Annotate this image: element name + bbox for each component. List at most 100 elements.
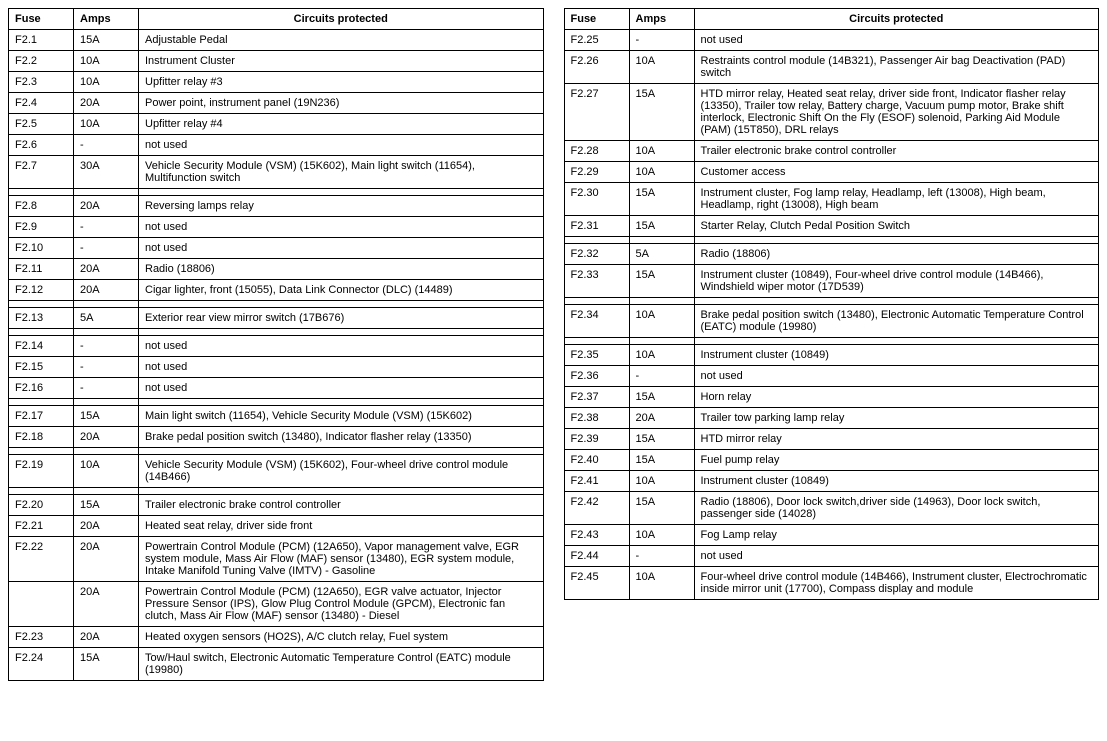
cell-fuse: F2.6: [9, 135, 74, 156]
cell-circuits: HTD mirror relay: [694, 429, 1099, 450]
cell-fuse: F2.25: [564, 30, 629, 51]
spacer-row: [9, 189, 544, 196]
cell-circuits: Customer access: [694, 162, 1099, 183]
cell-circuits: Cigar lighter, front (15055), Data Link …: [139, 280, 544, 301]
table-row: F2.1715AMain light switch (11654), Vehic…: [9, 406, 544, 427]
table-row: F2.1910AVehicle Security Module (VSM) (1…: [9, 455, 544, 488]
cell-fuse: F2.40: [564, 450, 629, 471]
table-row: F2.210AInstrument Cluster: [9, 51, 544, 72]
table-row: F2.325ARadio (18806): [564, 244, 1099, 265]
spacer-row: [564, 298, 1099, 305]
cell-amps: 15A: [74, 495, 139, 516]
table-row: F2.2120AHeated seat relay, driver side f…: [9, 516, 544, 537]
cell-fuse: F2.23: [9, 627, 74, 648]
cell-amps: 10A: [629, 305, 694, 338]
cell-amps: -: [629, 546, 694, 567]
cell-amps: 15A: [629, 450, 694, 471]
cell-amps: 10A: [629, 51, 694, 84]
table-row: F2.2910ACustomer access: [564, 162, 1099, 183]
cell-amps: 15A: [74, 648, 139, 681]
table-row: F2.3015AInstrument cluster, Fog lamp rel…: [564, 183, 1099, 216]
cell-circuits: not used: [139, 336, 544, 357]
cell-circuits: Heated oxygen sensors (HO2S), A/C clutch…: [139, 627, 544, 648]
cell-amps: -: [74, 217, 139, 238]
cell-circuits: not used: [694, 30, 1099, 51]
cell-fuse: F2.36: [564, 366, 629, 387]
cell-fuse: F2.27: [564, 84, 629, 141]
cell-fuse: F2.21: [9, 516, 74, 537]
cell-fuse: F2.24: [9, 648, 74, 681]
cell-amps: 10A: [74, 455, 139, 488]
table-row: F2.36-not used: [564, 366, 1099, 387]
cell-circuits: Upfitter relay #4: [139, 114, 544, 135]
cell-circuits: Adjustable Pedal: [139, 30, 544, 51]
cell-fuse: F2.43: [564, 525, 629, 546]
cell-amps: -: [629, 366, 694, 387]
cell-amps: 5A: [74, 308, 139, 329]
header-circuits: Circuits protected: [139, 9, 544, 30]
left-column: Fuse Amps Circuits protected F2.115AAdju…: [8, 8, 544, 681]
cell-fuse: F2.33: [564, 265, 629, 298]
cell-fuse: F2.9: [9, 217, 74, 238]
cell-circuits: not used: [139, 217, 544, 238]
cell-amps: 10A: [74, 51, 139, 72]
spacer-row: [9, 329, 544, 336]
table-row: F2.1820ABrake pedal position switch (134…: [9, 427, 544, 448]
cell-fuse: F2.26: [564, 51, 629, 84]
cell-fuse: F2.14: [9, 336, 74, 357]
cell-amps: 10A: [629, 162, 694, 183]
cell-circuits: Fog Lamp relay: [694, 525, 1099, 546]
cell-amps: -: [629, 30, 694, 51]
cell-circuits: Powertrain Control Module (PCM) (12A650)…: [139, 537, 544, 582]
cell-fuse: F2.16: [9, 378, 74, 399]
cell-amps: 10A: [74, 72, 139, 93]
cell-circuits: Main light switch (11654), Vehicle Secur…: [139, 406, 544, 427]
cell-amps: 10A: [629, 567, 694, 600]
cell-amps: 15A: [74, 406, 139, 427]
table-row: F2.510AUpfitter relay #4: [9, 114, 544, 135]
cell-circuits: Brake pedal position switch (13480), Ele…: [694, 305, 1099, 338]
spacer-row: [564, 338, 1099, 345]
cell-amps: 20A: [74, 196, 139, 217]
table-row: F2.6-not used: [9, 135, 544, 156]
cell-fuse: F2.19: [9, 455, 74, 488]
cell-circuits: Power point, instrument panel (19N236): [139, 93, 544, 114]
two-column-layout: Fuse Amps Circuits protected F2.1 15A Adju…: [8, 8, 1099, 681]
cell-amps: 20A: [74, 280, 139, 301]
table-row: F2.25-not used: [564, 30, 1099, 51]
table-row: F2.2220APowertrain Control Module (PCM) …: [9, 537, 544, 582]
cell-fuse: F2.18: [9, 427, 74, 448]
spacer-row: [564, 237, 1099, 244]
cell-fuse: F2.35: [564, 345, 629, 366]
cell-amps: 5A: [629, 244, 694, 265]
cell-fuse: F2.28: [564, 141, 629, 162]
cell-fuse: F2.4: [9, 93, 74, 114]
table-row: F2.44-not used: [564, 546, 1099, 567]
cell-amps: 10A: [74, 114, 139, 135]
cell-circuits: Upfitter relay #3: [139, 72, 544, 93]
header-amps: Amps: [74, 9, 139, 30]
cell-fuse: [9, 582, 74, 627]
cell-amps: 10A: [629, 141, 694, 162]
cell-circuits: Vehicle Security Module (VSM) (15K602), …: [139, 455, 544, 488]
spacer-row: [9, 399, 544, 406]
cell-amps: 20A: [74, 93, 139, 114]
cell-circuits: Trailer tow parking lamp relay: [694, 408, 1099, 429]
table-row: F2.820AReversing lamps relay: [9, 196, 544, 217]
cell-fuse: F2.15: [9, 357, 74, 378]
cell-circuits: Brake pedal position switch (13480), Ind…: [139, 427, 544, 448]
table-row: F2.2715AHTD mirror relay, Heated seat re…: [564, 84, 1099, 141]
table-row: F2.3915AHTD mirror relay: [564, 429, 1099, 450]
table-row: F2.4015AFuel pump relay: [564, 450, 1099, 471]
cell-circuits: Horn relay: [694, 387, 1099, 408]
cell-fuse: F2.22: [9, 537, 74, 582]
table-header-row: Fuse Amps Circuits protected: [564, 9, 1099, 30]
cell-circuits: Exterior rear view mirror switch (17B676…: [139, 308, 544, 329]
cell-amps: 20A: [74, 627, 139, 648]
cell-amps: 10A: [629, 471, 694, 492]
header-fuse: Fuse: [564, 9, 629, 30]
table-row: F2.135AExterior rear view mirror switch …: [9, 308, 544, 329]
cell-fuse: F2.1: [9, 30, 74, 51]
cell-fuse: F2.29: [564, 162, 629, 183]
table-row: F2.3115AStarter Relay, Clutch Pedal Posi…: [564, 216, 1099, 237]
